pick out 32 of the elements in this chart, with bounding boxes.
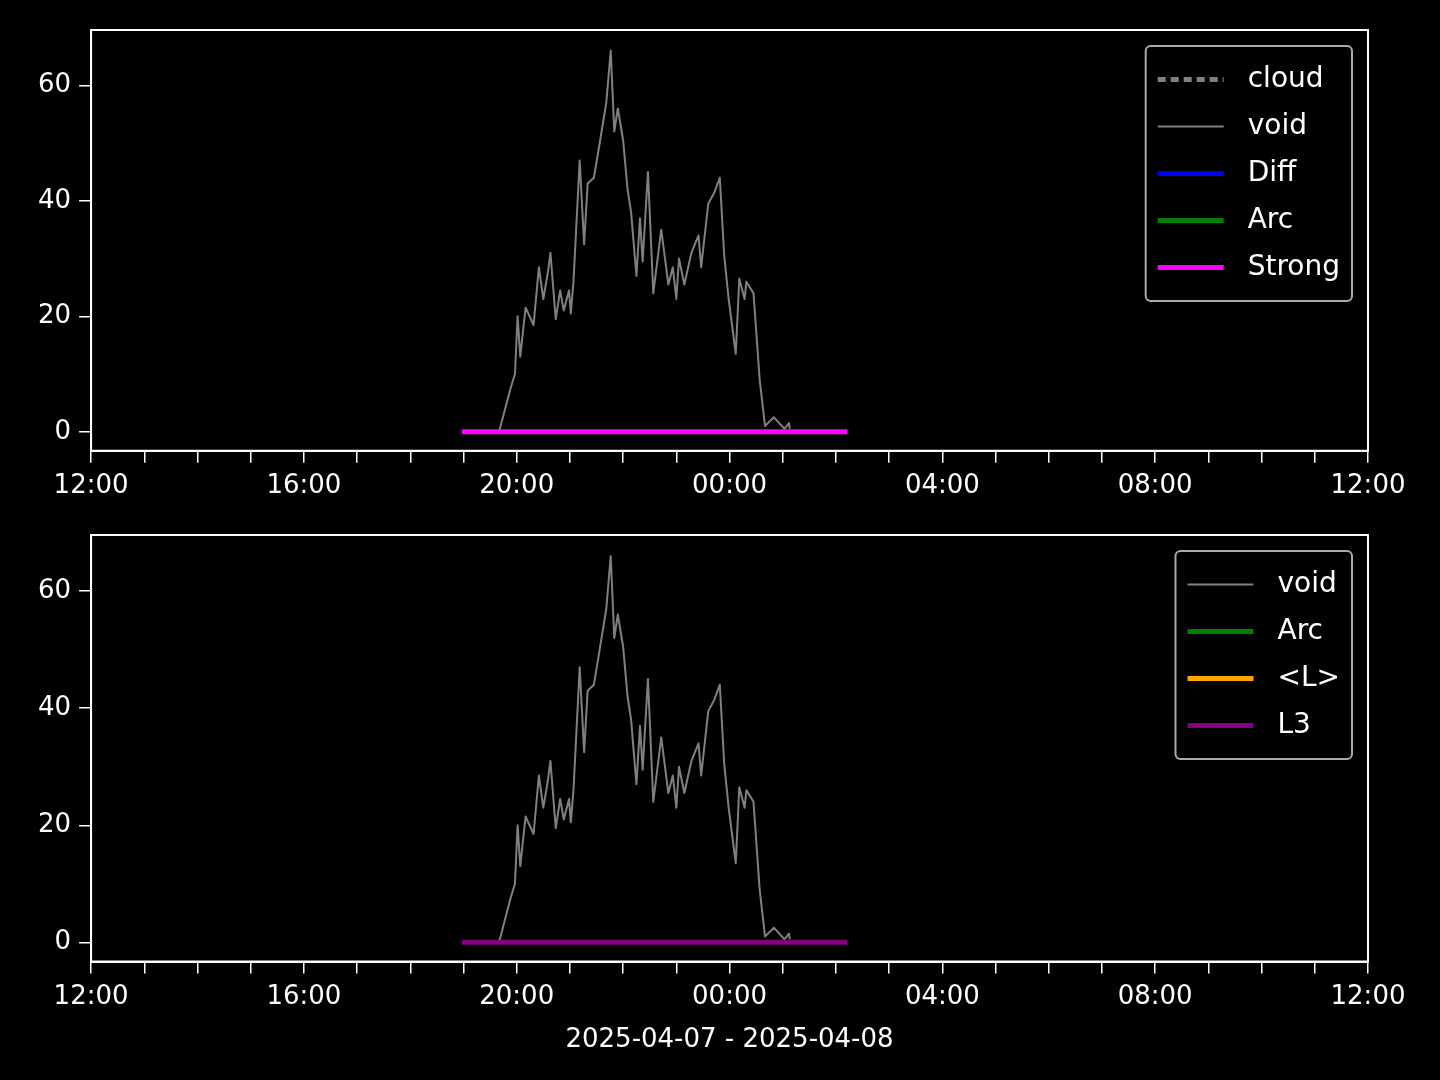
y-tick-label: 60 (37, 68, 72, 99)
x-tick-label: 12:00 (1330, 979, 1406, 1010)
legend-label: Strong (1247, 248, 1341, 282)
y-tick-label: 60 (37, 573, 72, 604)
x-tick-label: 20:00 (479, 979, 555, 1010)
x-tick-label: 12:00 (53, 469, 129, 500)
x-tick-label: 08:00 (1117, 469, 1193, 500)
x-tick-label: 12:00 (53, 979, 129, 1010)
x-tick-label: 00:00 (692, 469, 768, 500)
legend-label: void (1247, 107, 1307, 141)
legend-label: <L> (1277, 659, 1341, 693)
y-tick-label: 40 (37, 183, 72, 214)
legend-label: Arc (1247, 201, 1294, 235)
x-tick-label: 08:00 (1117, 979, 1193, 1010)
x-tick-label: 16:00 (266, 979, 342, 1010)
x-tick-label: 04:00 (904, 979, 980, 1010)
y-tick-label: 0 (54, 414, 72, 445)
legend-label: L3 (1277, 706, 1311, 740)
x-axis-title: 2025-04-07 - 2025-04-08 (565, 1023, 894, 1054)
y-tick-label: 20 (37, 299, 72, 330)
x-tick-label: 04:00 (904, 469, 980, 500)
x-tick-label: 00:00 (692, 979, 768, 1010)
legend-label: cloud (1247, 60, 1324, 94)
x-tick-label: 16:00 (266, 469, 342, 500)
x-tick-label: 20:00 (479, 469, 555, 500)
legend-label: Diff (1247, 154, 1298, 188)
legend-label: void (1277, 565, 1337, 599)
x-tick-label: 12:00 (1330, 469, 1406, 500)
y-tick-label: 20 (37, 808, 72, 838)
y-tick-label: 40 (37, 690, 72, 721)
y-tick-label: 0 (54, 925, 72, 956)
legend-label: Arc (1277, 612, 1323, 646)
